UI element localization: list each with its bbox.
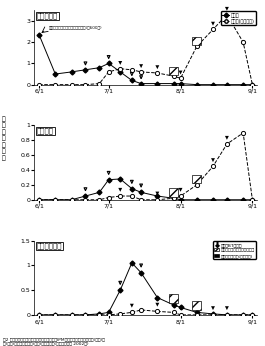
Text: コナガ蛹: コナガ蛹 (37, 128, 54, 134)
Legend: 試験区BT散布有, 試験区インドキサカルブ散布, 対照区薬劑散布(慣行防除): 試験区BT散布有, 試験区インドキサカルブ散布, 対照区薬劑散布(慣行防除) (213, 242, 256, 259)
Legend: 試験区, 対照区(慣行防除): 試験区, 対照区(慣行防除) (220, 11, 256, 25)
Text: セイヨウコナガチビアメバチ放逃(合600頭): セイヨウコナガチビアメバチ放逃(合600頭) (48, 25, 102, 29)
Bar (192, 301, 201, 310)
Bar (192, 37, 201, 45)
Bar (169, 188, 178, 197)
Text: 図2 セイヨウコナガチビアメバチを利用したIPM試験におけるコナガ幼虫(上段)、
蛹(中段)、ヨトウガ幼虫(下段)の発生消長(岩手県西筆町 2002年): 図2 セイヨウコナガチビアメバチを利用したIPM試験におけるコナガ幼虫(上段)、… (3, 337, 104, 345)
Bar (169, 67, 178, 75)
Bar (192, 174, 201, 183)
Text: コナガ幼虫: コナガ幼虫 (37, 12, 58, 19)
Text: 株
あ
た
り
個
体
数: 株 あ た り 個 体 数 (1, 116, 5, 161)
Bar (169, 294, 178, 303)
Text: ヨトウガ幼虫: ヨトウガ幼虫 (37, 243, 62, 249)
